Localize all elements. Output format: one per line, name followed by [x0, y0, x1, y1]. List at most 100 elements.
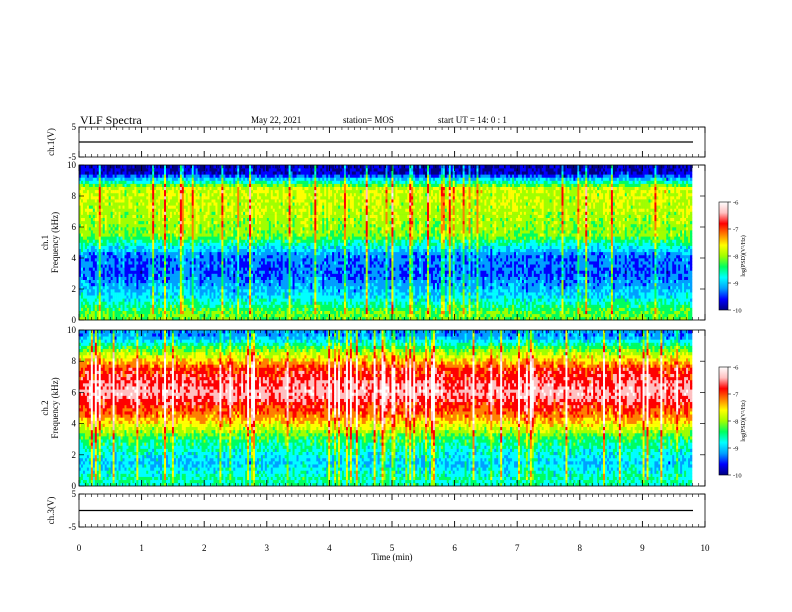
spectrogram-cell: [391, 301, 393, 304]
spectrogram-cell: [478, 295, 480, 298]
spectrogram-cell: [668, 314, 670, 317]
spectrogram-cell: [409, 295, 411, 298]
spectrogram-cell: [536, 305, 538, 308]
spectrogram-cell: [465, 283, 467, 286]
spectrogram-cell: [652, 283, 654, 286]
spectrogram-cell: [532, 308, 534, 311]
spectrogram-cell: [554, 305, 556, 308]
spectrogram-cell: [364, 311, 366, 314]
spectrogram-cell: [484, 305, 486, 308]
ch1-spectrogram-cells: [79, 165, 692, 320]
spectrogram-cell: [318, 274, 320, 277]
spectrogram-cell: [271, 298, 273, 301]
spectrogram-cell: [111, 314, 113, 317]
spectrogram-cell: [569, 301, 571, 304]
spectrogram-cell: [136, 280, 138, 283]
spectrogram-cell: [473, 274, 475, 277]
spectrogram-cell: [500, 305, 502, 308]
spectrogram-cell: [639, 298, 641, 301]
spectrogram-cell: [172, 305, 174, 308]
spectrogram-cell: [330, 270, 332, 273]
spectrogram-cell: [486, 280, 488, 283]
spectrogram-cell: [362, 292, 364, 295]
spectrogram-cell: [302, 295, 304, 298]
spectrogram-cell: [231, 295, 233, 298]
spectrogram-cell: [656, 305, 658, 308]
spectrogram-cell: [101, 283, 103, 286]
spectrogram-cell: [184, 286, 186, 289]
spectrogram-cell: [192, 270, 194, 273]
spectrogram-cell: [164, 311, 166, 314]
spectrogram-cell: [395, 292, 397, 295]
spectrogram-cell: [326, 286, 328, 289]
spectrogram-cell: [607, 289, 609, 292]
spectrogram-cell: [534, 298, 536, 301]
spectrogram-cell: [664, 301, 666, 304]
spectrogram-cell: [469, 283, 471, 286]
spectrogram-cell: [332, 314, 334, 317]
spectrogram-cell: [350, 286, 352, 289]
spectrogram-cell: [340, 280, 342, 283]
spectrogram-cell: [575, 274, 577, 277]
spectrogram-cell: [241, 283, 243, 286]
spectrogram-cell: [219, 277, 221, 280]
spectrogram-cell: [140, 295, 142, 298]
spectrogram-cell: [561, 308, 563, 311]
spectrogram-cell: [686, 311, 688, 314]
spectrogram-cell: [565, 311, 567, 314]
spectrogram-cell: [666, 286, 668, 289]
spectrogram-cell: [500, 295, 502, 298]
spectrogram-cell: [202, 286, 204, 289]
spectrogram-cell: [490, 301, 492, 304]
spectrogram-cell: [546, 283, 548, 286]
spectrogram-cell: [496, 314, 498, 317]
spectrogram-cell: [239, 305, 241, 308]
spectrogram-cell: [200, 292, 202, 295]
spectrogram-cell: [350, 305, 352, 308]
spectrogram-cell: [474, 298, 476, 301]
spectrogram-cell: [656, 280, 658, 283]
spectrogram-cell: [611, 277, 613, 280]
spectrogram-cell: [502, 305, 504, 308]
spectrogram-cell: [241, 305, 243, 308]
spectrogram-cell: [184, 295, 186, 298]
spectrogram-cell: [393, 311, 395, 314]
spectrogram-cell: [251, 292, 253, 295]
spectrogram-cell: [518, 298, 520, 301]
spectrogram-cell: [225, 277, 227, 280]
spectrogram-cell: [279, 274, 281, 277]
spectrogram-cell: [455, 283, 457, 286]
spectrogram-cell: [403, 314, 405, 317]
spectrogram-cell: [295, 286, 297, 289]
spectrogram-cell: [219, 283, 221, 286]
spectrogram-cell: [467, 305, 469, 308]
spectrogram-cell: [192, 283, 194, 286]
spectrogram-cell: [101, 308, 103, 311]
spectrogram-cell: [526, 298, 528, 301]
spectrogram-cell: [597, 298, 599, 301]
spectrogram-cell: [121, 270, 123, 273]
spectrogram-cell: [273, 289, 275, 292]
spectrogram-cell: [97, 292, 99, 295]
spectrogram-cell: [210, 295, 212, 298]
spectrogram-cell: [393, 305, 395, 308]
spectrogram-cell: [615, 289, 617, 292]
spectrogram-cell: [97, 274, 99, 277]
spectrogram-cell: [419, 280, 421, 283]
spectrogram-cell: [486, 314, 488, 317]
spectrogram-cell: [405, 289, 407, 292]
spectrogram-cell: [298, 286, 300, 289]
spectrogram-cell: [134, 311, 136, 314]
spectrogram-cell: [158, 286, 160, 289]
spectrogram-cell: [453, 305, 455, 308]
spectrogram-cell: [488, 292, 490, 295]
spectrogram-cell: [615, 301, 617, 304]
spectrogram-cell: [376, 298, 378, 301]
spectrogram-cell: [184, 314, 186, 317]
spectrogram-cell: [619, 277, 621, 280]
spectrogram-cell: [306, 295, 308, 298]
spectrogram-cell: [105, 314, 107, 317]
spectrogram-cell: [401, 295, 403, 298]
spectrogram-cell: [423, 277, 425, 280]
spectrogram-cell: [512, 295, 514, 298]
